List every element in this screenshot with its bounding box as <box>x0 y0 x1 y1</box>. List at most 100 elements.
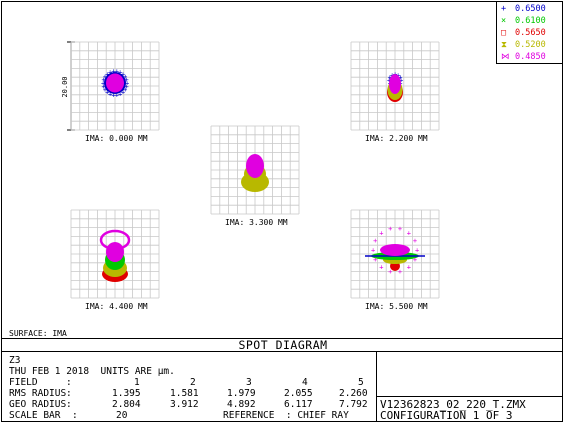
colon: : <box>66 399 72 410</box>
spot-magenta: + <box>388 268 392 276</box>
spot-blue: + <box>396 71 400 79</box>
field-3-plot <box>210 125 300 215</box>
legend-symbol: ⧗ <box>501 40 507 50</box>
spot-blue: + <box>387 77 391 85</box>
geo-row-label: GEO RADIUS <box>9 399 67 410</box>
spot-magenta-ring <box>99 229 131 251</box>
spot-blue: + <box>101 80 105 88</box>
field-value: 1 <box>134 377 140 388</box>
configuration: CONFIGURATION 1 OF 3 <box>380 409 513 422</box>
rms-value: 1.581 <box>170 388 199 399</box>
scale-value: 20 <box>116 410 128 421</box>
field-1-label: IMA: 0.000 MM <box>85 134 148 143</box>
spot-blue: + <box>118 69 122 77</box>
spot-blue: + <box>118 90 122 98</box>
spot-magenta: + <box>379 229 383 237</box>
rms-row-label: RMS RADIUS <box>9 388 67 399</box>
legend-wavelength: 0.5200 <box>515 40 546 50</box>
spot-blue: + <box>121 70 125 78</box>
field-4-label: IMA: 4.400 MM <box>85 302 148 311</box>
spot-blue: + <box>388 74 392 82</box>
spot-blue: + <box>103 86 107 94</box>
spot-blue: + <box>111 91 115 99</box>
spot-blue: + <box>115 68 119 76</box>
legend-wavelength: 0.6500 <box>515 4 546 14</box>
reference: REFERENCE : CHIEF RAY <box>223 410 349 421</box>
spot-blue: + <box>101 76 105 84</box>
spot-magenta: + <box>373 237 377 245</box>
legend-symbol: × <box>501 16 507 26</box>
spot-magenta: + <box>415 247 419 255</box>
field-value: 4 <box>302 377 308 388</box>
spot-blue: + <box>105 89 109 97</box>
spot-magenta: + <box>413 237 417 245</box>
legend-row-1: +0.6500 <box>501 4 546 14</box>
lens-name: Z3 <box>9 355 21 366</box>
spot-magenta: + <box>379 264 383 272</box>
scale-row-label: SCALE BAR <box>9 410 61 421</box>
legend-row-3: □ 0.5650 <box>501 28 546 38</box>
legend-row-5: ⋈ 0.4850 <box>501 52 546 62</box>
divider-title <box>2 351 563 352</box>
geo-value: 7.792 <box>339 399 368 410</box>
field-2-plot: ++++++++++++ <box>350 41 440 131</box>
spot-magenta <box>389 74 401 94</box>
legend-row-2: × 0.6100 <box>501 16 546 26</box>
legend-symbol: ⋈ <box>501 52 510 62</box>
field-3-label: IMA: 3.300 MM <box>225 218 288 227</box>
colon: : <box>72 410 78 421</box>
surface-label: SURFACE: IMA <box>9 329 67 338</box>
geo-value: 4.892 <box>227 399 256 410</box>
legend-wavelength: 0.4850 <box>515 52 546 62</box>
divider-right <box>376 396 563 397</box>
rms-value: 2.260 <box>339 388 368 399</box>
spot-blue: + <box>105 70 109 78</box>
spot-magenta <box>246 154 264 178</box>
field-row-label: FIELD <box>9 377 38 388</box>
spot-magenta: + <box>371 247 375 255</box>
date-units: THU FEB 1 2018 UNITS ARE µm. <box>9 366 175 377</box>
spot-blue: + <box>398 74 402 82</box>
legend-symbol: + <box>501 4 507 14</box>
spot-blue: + <box>399 77 403 85</box>
spot-blue: + <box>108 90 112 98</box>
filename: V12362823_02_220_T.ZMX <box>380 398 526 411</box>
spot-blue: + <box>123 86 127 94</box>
spot-magenta: + <box>398 268 402 276</box>
divider-top <box>2 338 563 339</box>
spot-blue: + <box>125 76 129 84</box>
spot-magenta <box>380 244 410 256</box>
spot-blue: + <box>101 83 105 91</box>
rms-value: 2.055 <box>284 388 313 399</box>
spot-magenta: + <box>407 229 411 237</box>
field-value: 3 <box>246 377 252 388</box>
spot-blue: + <box>115 91 119 99</box>
colon: : <box>66 388 72 399</box>
spot-blue: + <box>125 83 129 91</box>
spot-blue: + <box>111 68 115 76</box>
colon: : <box>66 377 72 388</box>
spot-magenta <box>106 73 124 93</box>
field-4-plot <box>70 209 160 299</box>
rms-value: 1.395 <box>112 388 141 399</box>
field-value: 2 <box>190 377 196 388</box>
spot-magenta <box>106 242 124 262</box>
spot-magenta: + <box>413 256 417 264</box>
field-1-plot: ++++++++++++++++ + + ++++ <box>70 41 160 131</box>
spot-plots: 20.00 ++++++++++++++++ + + ++++ +++ ++ ++++++… <box>61 41 440 299</box>
legend-wavelength: 0.5650 <box>515 28 546 38</box>
legend-symbol: □ <box>501 28 507 38</box>
spot-magenta: + <box>373 256 377 264</box>
geo-value: 2.804 <box>112 399 141 410</box>
spot-blue: + <box>108 69 112 77</box>
field-2-label: IMA: 2.200 MM <box>365 134 428 143</box>
geo-value: 3.912 <box>170 399 199 410</box>
geo-value: 6.117 <box>284 399 313 410</box>
spot-magenta: + <box>398 225 402 233</box>
divider-vertical <box>376 351 377 422</box>
legend-wavelength: 0.6100 <box>515 16 546 26</box>
wavelength-legend: +0.6500 × 0.6100 □ 0.5650 ⧗ 0.5200 ⋈ 0.4850 <box>496 2 562 64</box>
spot-magenta: + <box>388 225 392 233</box>
